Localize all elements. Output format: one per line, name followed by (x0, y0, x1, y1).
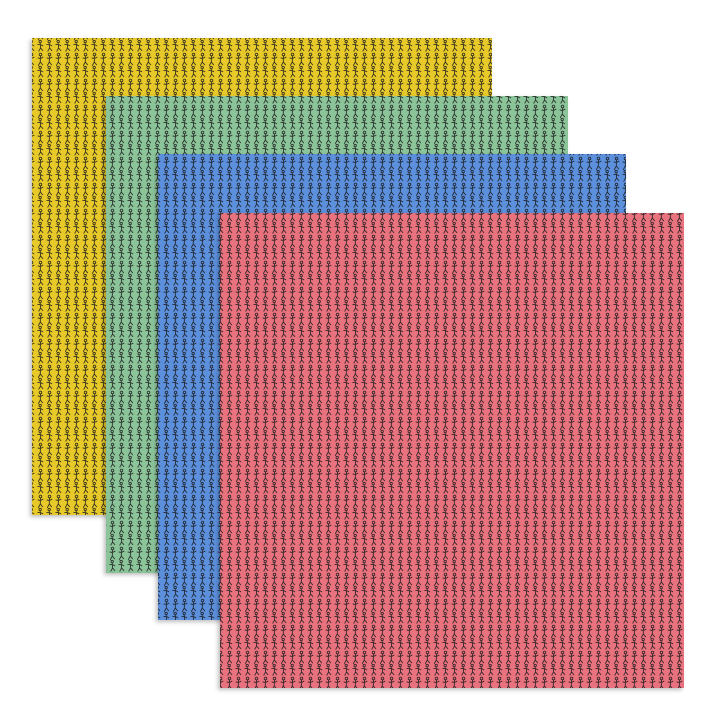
pink-napkin (220, 213, 684, 688)
